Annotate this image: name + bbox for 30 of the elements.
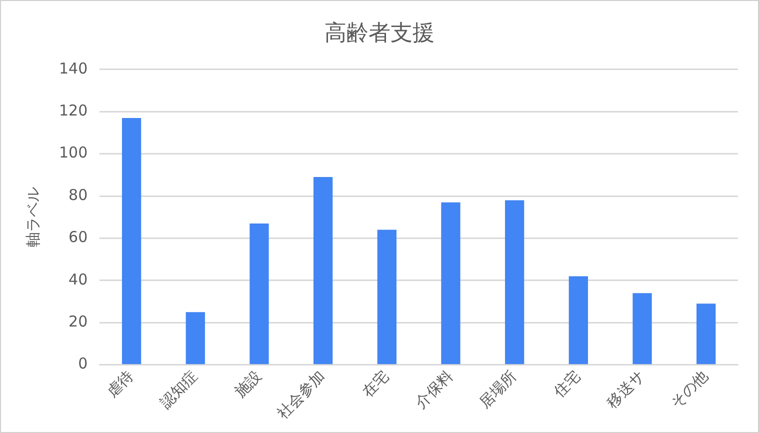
bar — [441, 202, 460, 364]
x-tick-label: 移送サ — [603, 367, 648, 412]
y-tick-label: 0 — [78, 354, 88, 373]
y-tick-label: 120 — [58, 101, 88, 120]
y-tick-label: 60 — [68, 228, 88, 246]
x-tick-label: 認知症 — [156, 367, 201, 412]
bar — [504, 200, 524, 364]
x-tick-label: 介保料 — [412, 367, 456, 412]
bar — [377, 230, 396, 364]
chart-title: 高齢者支援 — [324, 20, 434, 46]
x-tick-label: その他 — [667, 367, 712, 412]
bar — [313, 177, 333, 364]
y-tick-label: 80 — [68, 186, 88, 204]
x-tick-label: 施設 — [230, 367, 265, 401]
bar — [568, 276, 588, 364]
y-tick-label: 140 — [58, 59, 88, 78]
x-tick-label: 在宅 — [358, 367, 392, 401]
x-tick-label: 社会参加 — [273, 367, 329, 422]
x-tick-label: 居場所 — [476, 367, 520, 412]
bar — [186, 312, 205, 364]
bar — [696, 304, 716, 364]
bar — [632, 293, 652, 364]
bar — [250, 223, 269, 364]
bar — [122, 118, 142, 364]
y-axis-title: 軸ラベル — [24, 187, 42, 248]
y-tick-label: 40 — [68, 270, 88, 288]
y-tick-label: 100 — [58, 144, 88, 162]
x-tick-label: 虐待 — [103, 367, 138, 401]
x-tick-label: 住宅 — [549, 367, 584, 402]
y-tick-label: 20 — [68, 312, 88, 331]
